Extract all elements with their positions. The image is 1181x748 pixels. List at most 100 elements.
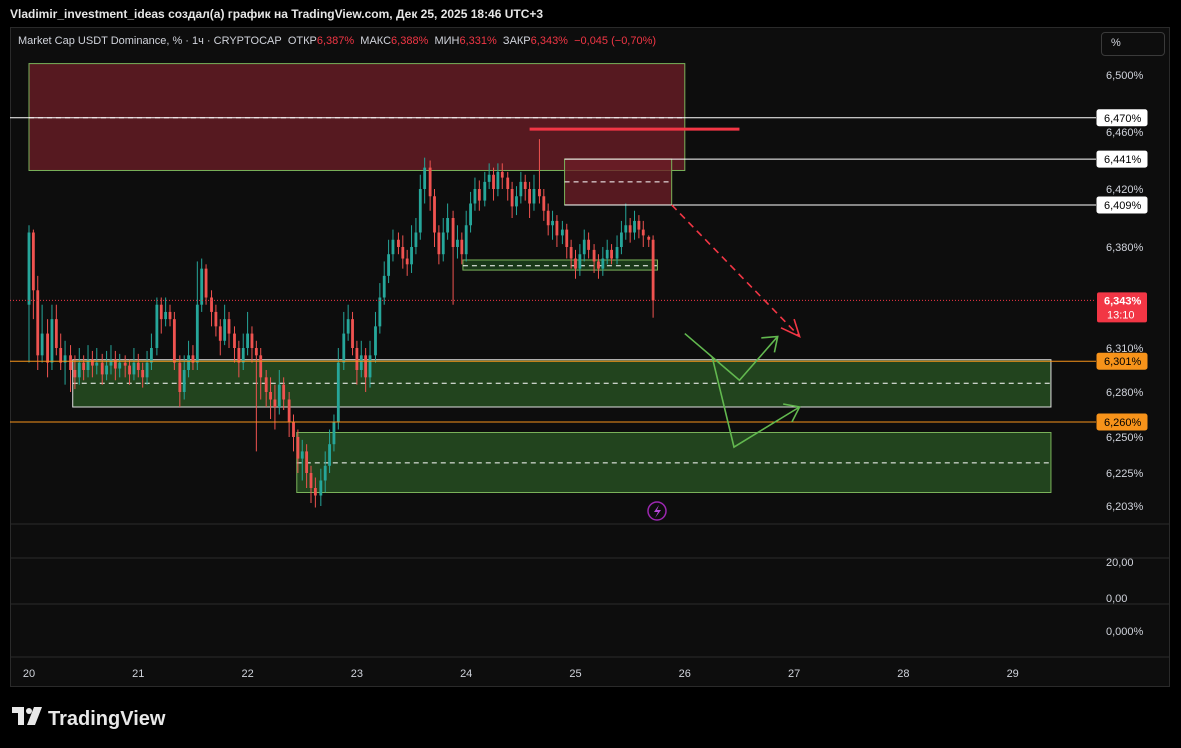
candle-up (387, 254, 391, 276)
candle-up (164, 311, 168, 320)
candle-up (532, 189, 536, 204)
candle-up (342, 333, 346, 363)
candle-up (118, 362, 122, 369)
candle-down (287, 399, 291, 422)
low-value: 6,331% (459, 35, 497, 47)
level-price-tag (1096, 150, 1148, 168)
bullish-arrow-head (761, 335, 779, 353)
candle-up (483, 181, 487, 201)
price-tick-label: 6,500% (1106, 70, 1144, 82)
candle-down (296, 437, 300, 459)
candle-up (27, 232, 31, 305)
level-price-label: 6,301% (1104, 356, 1142, 368)
symbol-title: Market Cap USDT Dominance, % · 1ч · CRYP… (18, 35, 282, 47)
candle-up (246, 333, 250, 348)
grid-layer (10, 523, 1170, 658)
zone-support (296, 432, 1052, 493)
candle-up (359, 355, 363, 370)
zone-support-small (462, 259, 658, 271)
candle-up (95, 362, 99, 366)
candle-up (86, 359, 90, 370)
candle-up (323, 465, 327, 481)
candle-up (615, 247, 619, 259)
candle-up (605, 249, 609, 259)
candle-down (528, 189, 532, 204)
candle-down (355, 348, 359, 370)
drawing-layer (10, 117, 1096, 521)
candle-down (227, 319, 231, 334)
candle-up (624, 225, 628, 233)
time-tick-label: 20 (23, 668, 35, 680)
zone-resistance (28, 63, 686, 171)
lightning-bolt-icon (654, 505, 661, 518)
candle-up (469, 203, 472, 226)
change-value: −0,045 (−0,70%) (574, 35, 657, 47)
candle-down (364, 355, 368, 378)
open-label: ОТКР (287, 35, 317, 47)
time-tick-label: 29 (1007, 668, 1019, 680)
bearish-forecast-arrow (671, 204, 801, 338)
candle-up (410, 247, 413, 265)
lower-pane-tick-label: 20,00 (1106, 557, 1134, 569)
level-price-label: 6,470% (1104, 113, 1142, 125)
level-price-tag (1096, 352, 1148, 370)
candle-down (292, 422, 295, 437)
candle-down (546, 210, 550, 226)
candle-down (204, 268, 208, 298)
candle-down (492, 174, 495, 189)
candle-down (210, 297, 213, 312)
unit-toggle-button[interactable]: % (1101, 32, 1165, 56)
candle-down (428, 167, 432, 197)
time-tick-label: 25 (569, 668, 581, 680)
event-lightning-icon (647, 501, 667, 521)
bullish-arrow-head-2 (783, 403, 801, 423)
candle-up (187, 355, 190, 370)
candle-up (63, 355, 67, 363)
candle-up (336, 362, 340, 422)
candle-up (109, 359, 113, 366)
candle-down (506, 177, 510, 189)
candle-down (159, 304, 163, 320)
candle-down (254, 348, 258, 356)
open-value: 6,387% (316, 35, 355, 47)
candle-up (346, 319, 350, 334)
time-tick-label: 22 (241, 668, 253, 680)
candle-down (610, 249, 613, 259)
candle-up (145, 362, 149, 378)
candle-down (351, 319, 354, 348)
candle-down (555, 220, 559, 236)
candle-down (69, 355, 72, 370)
candle-down (128, 365, 131, 375)
candle-up (374, 326, 377, 356)
candle-up (423, 167, 427, 189)
high-value: 6,388% (391, 35, 429, 47)
candle-down (100, 362, 104, 375)
candle-down (214, 311, 218, 327)
price-tick-label: 6,460% (1106, 127, 1144, 139)
candle-down (313, 488, 317, 496)
candle-up (496, 171, 500, 189)
candle-up (77, 362, 81, 378)
candle-down (59, 348, 63, 363)
candle-up (487, 174, 491, 182)
candle-up (300, 451, 304, 459)
candle-down (82, 362, 86, 370)
zone-layer (28, 63, 1052, 493)
symbol-legend: Market Cap USDT Dominance, % · 1ч · CRYP… (18, 35, 656, 47)
candle-up (40, 333, 44, 356)
candle-up (182, 370, 186, 392)
bullish-forecast-arrow-2 (711, 356, 800, 449)
candle-down (54, 319, 58, 348)
candle-down (405, 258, 409, 265)
candle-down (510, 189, 514, 207)
candle-down (31, 232, 35, 291)
high-label: МАКС (360, 35, 392, 47)
price-tick-label: 6,203% (1106, 501, 1144, 513)
close-value: 6,343% (530, 35, 568, 47)
candle-down (597, 261, 600, 269)
price-tick-label: 6,310% (1106, 343, 1144, 355)
candle-up (578, 254, 582, 269)
brand-name: TradingView (48, 707, 166, 730)
tradingview-brand[interactable]: TradingView (12, 707, 165, 731)
